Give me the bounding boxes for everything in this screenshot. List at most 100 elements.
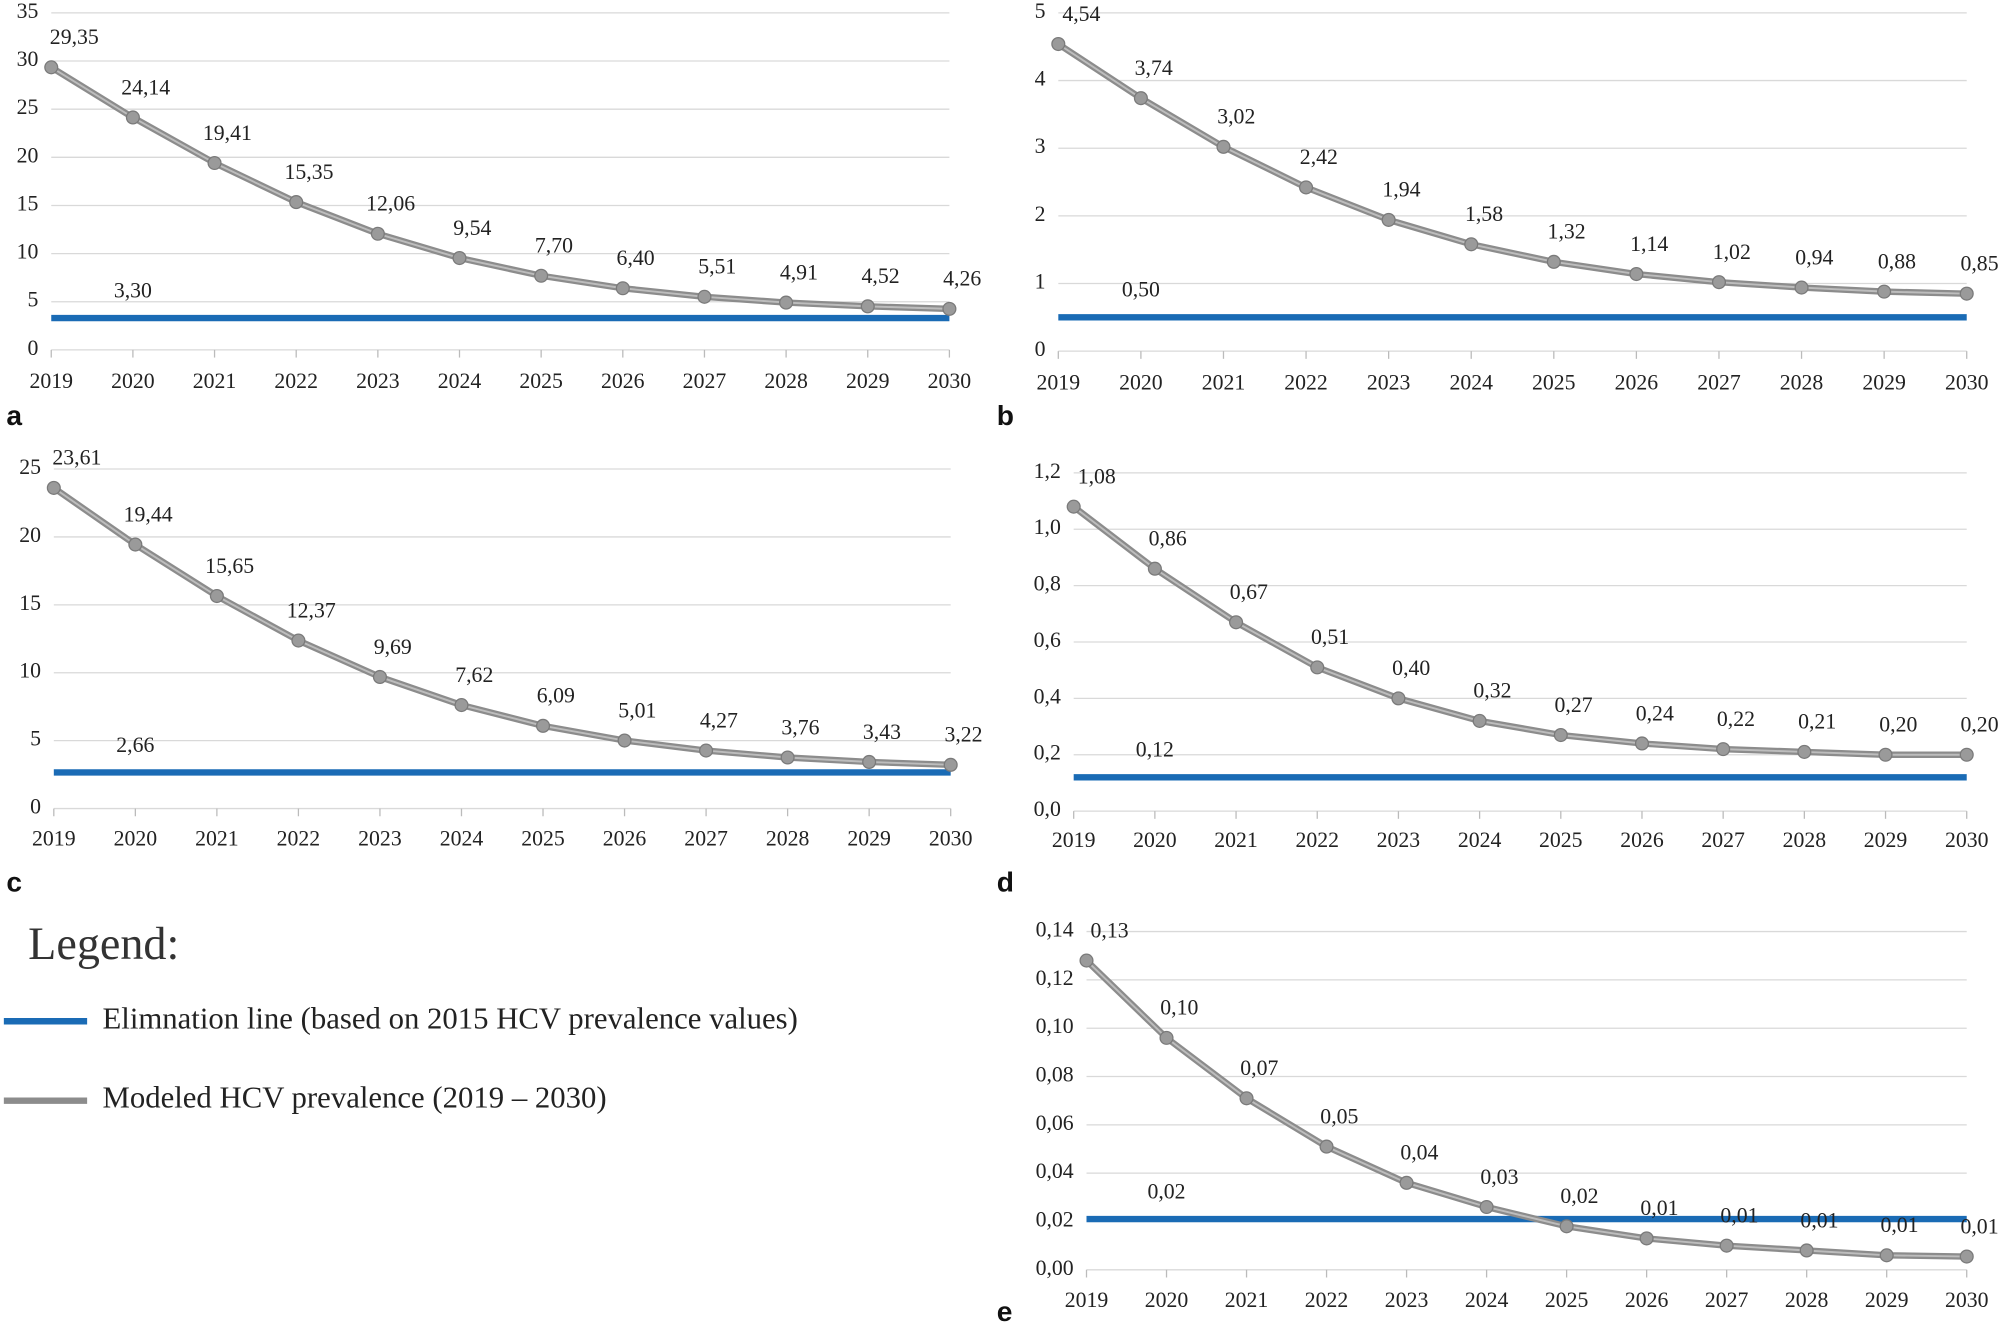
data-point bbox=[1381, 212, 1396, 227]
data-point bbox=[209, 588, 224, 604]
x-tick-label: 2022 bbox=[277, 827, 321, 851]
elimination-label: 3,30 bbox=[114, 278, 152, 302]
value-label: 0,20 bbox=[1960, 713, 1998, 737]
x-tick-label: 2026 bbox=[1620, 828, 1664, 852]
x-tick-label: 2029 bbox=[1864, 828, 1908, 852]
value-label: 0,13 bbox=[1091, 918, 1129, 942]
value-label: 12,37 bbox=[287, 598, 336, 622]
value-label: 9,69 bbox=[374, 635, 412, 659]
value-label: 3,74 bbox=[1135, 56, 1173, 80]
x-tick-label: 2026 bbox=[603, 827, 647, 851]
x-tick-label: 2019 bbox=[32, 827, 76, 851]
data-point bbox=[860, 299, 875, 314]
value-label: 0,20 bbox=[1879, 713, 1917, 737]
data-point bbox=[1133, 91, 1148, 106]
y-tick-label: 5 bbox=[28, 288, 39, 312]
value-label: 19,44 bbox=[124, 502, 173, 526]
prevalence-line-highlight bbox=[1085, 959, 1967, 1258]
data-point bbox=[1464, 237, 1479, 252]
data-point bbox=[1711, 275, 1727, 290]
x-tick-label: 2023 bbox=[358, 827, 402, 851]
y-tick-label: 25 bbox=[19, 455, 41, 479]
x-tick-label: 2021 bbox=[1202, 370, 1246, 394]
y-tick-label: 1,2 bbox=[1034, 459, 1061, 483]
data-point bbox=[1799, 1243, 1814, 1258]
value-label: 0,51 bbox=[1311, 625, 1349, 649]
value-label: 0,10 bbox=[1160, 996, 1198, 1020]
y-tick-label: 15 bbox=[17, 191, 39, 215]
y-tick-label: 0 bbox=[1035, 337, 1046, 361]
x-tick-label: 2026 bbox=[1615, 370, 1659, 394]
data-point bbox=[1877, 284, 1892, 299]
data-point bbox=[1879, 1248, 1894, 1263]
x-tick-label: 2022 bbox=[1305, 1288, 1349, 1312]
value-label: 24,14 bbox=[121, 75, 170, 99]
data-point bbox=[779, 295, 794, 310]
y-tick-label: 0,12 bbox=[1036, 966, 1074, 990]
panel-label: c bbox=[6, 866, 22, 898]
y-tick-label: 0,8 bbox=[1034, 572, 1061, 596]
value-label: 0,27 bbox=[1555, 693, 1593, 717]
y-tick-label: 0,14 bbox=[1036, 918, 1074, 942]
x-tick-label: 2027 bbox=[683, 369, 727, 393]
data-point bbox=[370, 226, 385, 241]
y-tick-label: 15 bbox=[19, 591, 41, 615]
value-label: 4,54 bbox=[1062, 2, 1100, 26]
y-tick-label: 20 bbox=[19, 523, 41, 547]
x-tick-label: 2026 bbox=[601, 369, 645, 393]
y-tick-label: 25 bbox=[17, 95, 39, 119]
y-tick-label: 35 bbox=[17, 0, 39, 23]
value-label: 6,40 bbox=[617, 246, 655, 270]
data-point bbox=[452, 250, 467, 266]
y-tick-label: 0,0 bbox=[1034, 797, 1061, 821]
value-label: 2,42 bbox=[1300, 145, 1338, 169]
x-tick-label: 2026 bbox=[1625, 1288, 1669, 1312]
value-label: 0,05 bbox=[1320, 1104, 1358, 1128]
value-label: 9,54 bbox=[453, 216, 491, 240]
x-tick-label: 2029 bbox=[1862, 370, 1906, 394]
x-tick-label: 2030 bbox=[929, 827, 973, 851]
y-tick-label: 0,08 bbox=[1036, 1063, 1074, 1087]
x-tick-label: 2028 bbox=[764, 369, 808, 393]
value-label: 0,67 bbox=[1230, 580, 1268, 604]
x-tick-label: 2030 bbox=[928, 369, 972, 393]
value-label: 23,61 bbox=[52, 446, 101, 470]
data-point bbox=[1051, 36, 1066, 52]
legend-title: Legend: bbox=[28, 918, 179, 969]
data-point bbox=[1559, 1219, 1574, 1234]
data-point bbox=[535, 718, 551, 733]
panel-label: a bbox=[6, 399, 22, 431]
x-tick-label: 2028 bbox=[1783, 828, 1827, 852]
y-tick-label: 1 bbox=[1035, 270, 1046, 294]
value-label: 4,52 bbox=[862, 264, 900, 288]
data-point bbox=[1639, 1231, 1654, 1246]
value-label: 0,03 bbox=[1480, 1165, 1518, 1189]
value-label: 5,51 bbox=[698, 255, 736, 279]
value-label: 0,01 bbox=[1800, 1208, 1838, 1232]
data-point bbox=[534, 268, 549, 283]
value-label: 7,70 bbox=[535, 234, 573, 258]
value-label: 1,08 bbox=[1078, 465, 1116, 489]
data-point bbox=[44, 60, 59, 75]
y-tick-label: 1,0 bbox=[1034, 515, 1061, 539]
y-tick-label: 0,04 bbox=[1036, 1159, 1074, 1183]
x-tick-label: 2022 bbox=[1284, 370, 1328, 394]
value-label: 15,35 bbox=[285, 160, 334, 184]
data-point bbox=[699, 743, 714, 758]
y-tick-label: 5 bbox=[1035, 0, 1046, 23]
value-label: 4,91 bbox=[780, 260, 818, 284]
data-point bbox=[1310, 660, 1325, 675]
value-label: 0,24 bbox=[1636, 701, 1674, 725]
prevalence-line-highlight bbox=[50, 66, 950, 310]
x-tick-label: 2024 bbox=[438, 369, 482, 393]
x-tick-label: 2023 bbox=[356, 369, 400, 393]
panel-label: d bbox=[997, 866, 1014, 898]
legend-label: Elimnation line (based on 2015 HCV preva… bbox=[103, 1001, 798, 1035]
x-tick-label: 2019 bbox=[1052, 828, 1096, 852]
data-point bbox=[1319, 1139, 1334, 1154]
value-label: 0,86 bbox=[1149, 527, 1187, 551]
x-tick-label: 2027 bbox=[1701, 828, 1745, 852]
data-point bbox=[1066, 499, 1081, 514]
value-label: 0,40 bbox=[1392, 656, 1430, 680]
